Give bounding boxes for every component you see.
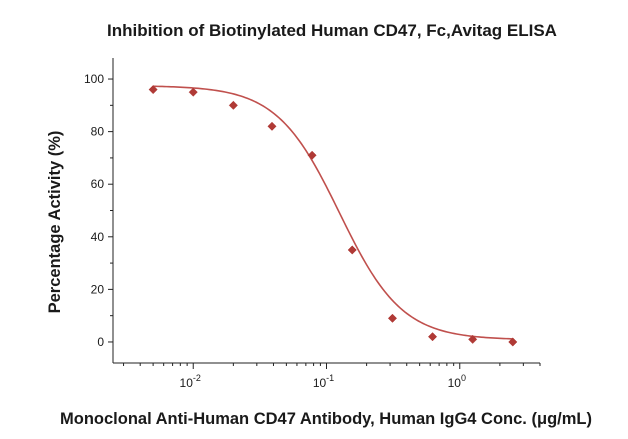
x-tick-label: 100: [448, 373, 466, 390]
data-point-marker: [428, 332, 438, 342]
x-tick-label: 10-1: [313, 373, 334, 390]
y-tick-label: 40: [91, 230, 105, 244]
data-point-marker: [508, 337, 518, 347]
y-tick-label: 100: [84, 72, 104, 86]
y-tick-label: 80: [91, 125, 105, 139]
x-tick-label: 10-2: [180, 373, 201, 390]
data-point-marker: [307, 150, 317, 160]
data-point-marker: [387, 313, 398, 323]
data-point-marker: [468, 334, 478, 344]
data-point-marker: [148, 84, 158, 95]
chart-title: Inhibition of Biotinylated Human CD47, F…: [107, 21, 557, 40]
plot-area: 0 20 40 60 80 100 10-2 10-1 100: [84, 58, 541, 390]
data-point-marker: [267, 121, 277, 131]
y-tick-label: 60: [91, 177, 105, 191]
data-point-marker: [347, 245, 357, 255]
y-tick-label: 20: [91, 282, 105, 296]
data-point-marker: [188, 87, 198, 97]
data-point-marker: [228, 100, 238, 110]
x-axis-label: Monoclonal Anti-Human CD47 Antibody, Hum…: [60, 410, 592, 428]
y-axis-label: Percentage Activity (%): [46, 131, 64, 314]
fit-curve: [153, 85, 513, 340]
y-tick-label: 0: [97, 335, 104, 349]
